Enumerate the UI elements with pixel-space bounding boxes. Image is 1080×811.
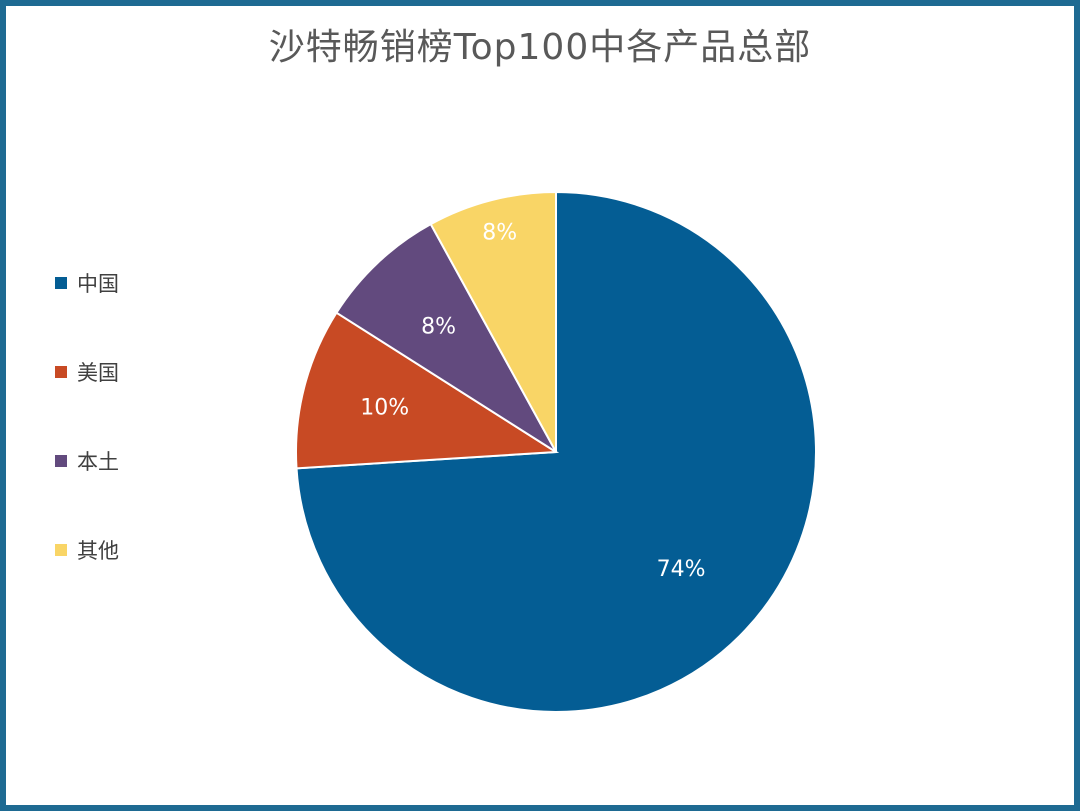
legend-label-local: 本土	[77, 450, 119, 474]
slice-label-local: 8%	[421, 314, 456, 339]
slice-label-other: 8%	[482, 220, 517, 245]
legend-label-usa: 美国	[77, 361, 119, 385]
legend-label-china: 中国	[77, 272, 119, 296]
legend-item-china: 中国	[55, 268, 119, 298]
legend-swatch-usa	[55, 366, 67, 378]
legend-item-local: 本土	[55, 446, 119, 476]
pie-slice-local	[335, 222, 557, 453]
legend-swatch-local	[55, 455, 67, 467]
slice-label-usa: 10%	[360, 396, 409, 421]
legend-label-other: 其他	[77, 539, 119, 563]
legend-swatch-china	[55, 277, 67, 289]
pie-slice-other	[429, 190, 557, 453]
chart-title: 沙特畅销榜Top100中各产品总部	[268, 27, 812, 68]
chart-legend: 中国 美国 本土 其他	[55, 0, 255, 811]
legend-swatch-other	[55, 544, 67, 556]
pie-slice-usa	[295, 311, 560, 470]
slice-label-china: 74%	[657, 557, 706, 582]
legend-item-other: 其他	[55, 535, 119, 565]
legend-item-usa: 美国	[55, 357, 119, 387]
